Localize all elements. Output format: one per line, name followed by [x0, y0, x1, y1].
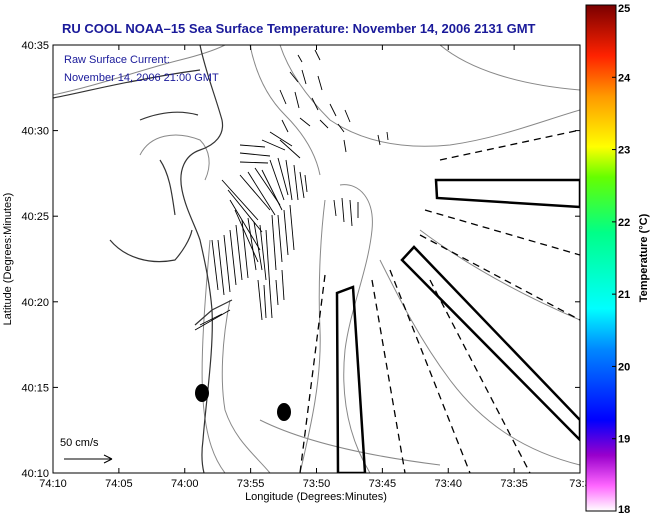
y-tick-label: 40:10 — [21, 468, 49, 480]
x-tick-label: 73:55 — [237, 478, 265, 490]
current-label: Raw Surface Current: — [64, 54, 170, 66]
y-tick-label: 40:20 — [21, 297, 49, 309]
x-tick-label: 73:3 — [569, 478, 590, 490]
x-axis-ticks: 74:10 74:05 74:00 73:55 73:50 73:45 73:40 73:35… — [39, 45, 591, 490]
coastline — [53, 45, 233, 473]
x-tick-label: 73:45 — [369, 478, 397, 490]
scale-arrow — [64, 454, 113, 464]
colorbar-tick-label: 19 — [618, 434, 630, 446]
zone-polygons — [335, 178, 580, 473]
x-tick-label: 73:50 — [303, 478, 331, 490]
colorbar-ticks: 25 24 23 22 21 20 19 18 — [612, 3, 631, 516]
colorbar-tick-label: 25 — [618, 3, 630, 15]
station-marker-2 — [277, 403, 291, 421]
y-axis-ticks: 40:35 40:30 40:25 40:20 40:15 40:10 — [21, 40, 580, 480]
y-tick-label: 40:15 — [21, 382, 49, 394]
y-tick-label: 40:30 — [21, 126, 49, 138]
colorbar-label: Temperature (°C) — [638, 213, 650, 302]
radial-dashed-lines — [299, 129, 580, 473]
station-marker-1 — [195, 384, 209, 402]
surface-current-vectors — [194, 49, 389, 331]
colorbar-tick-label: 24 — [618, 72, 631, 84]
colorbar-gradient — [585, 4, 617, 512]
x-tick-label: 73:40 — [434, 478, 462, 490]
y-tick-label: 40:35 — [21, 40, 49, 52]
y-tick-label: 40:25 — [21, 211, 49, 223]
colorbar-tick-label: 22 — [618, 217, 630, 229]
map-area: Raw Surface Current: November 14, 2006 2… — [53, 45, 580, 473]
colorbar-tick-label: 18 — [618, 504, 630, 516]
scale-label: 50 cm/s — [60, 437, 99, 449]
temperature-colorbar: 25 24 23 22 21 20 19 18 Temperature (°C) — [585, 3, 650, 516]
x-tick-label: 73:35 — [500, 478, 528, 490]
x-tick-label: 74:00 — [171, 478, 199, 490]
colorbar-tick-label: 20 — [618, 361, 630, 373]
colorbar-tick-label: 21 — [618, 289, 630, 301]
colorbar-tick-label: 23 — [618, 145, 630, 157]
x-tick-label: 74:10 — [39, 478, 67, 490]
x-tick-label: 74:05 — [105, 478, 133, 490]
y-axis-label: Latitude (Degrees:Minutes) — [2, 193, 14, 326]
x-axis-label: Longitude (Degrees:Minutes) — [245, 491, 387, 503]
map-title: RU COOL NOAA–15 Sea Surface Temperature:… — [62, 21, 536, 36]
current-time: November 14, 2006 21:00 GMT — [64, 72, 219, 84]
